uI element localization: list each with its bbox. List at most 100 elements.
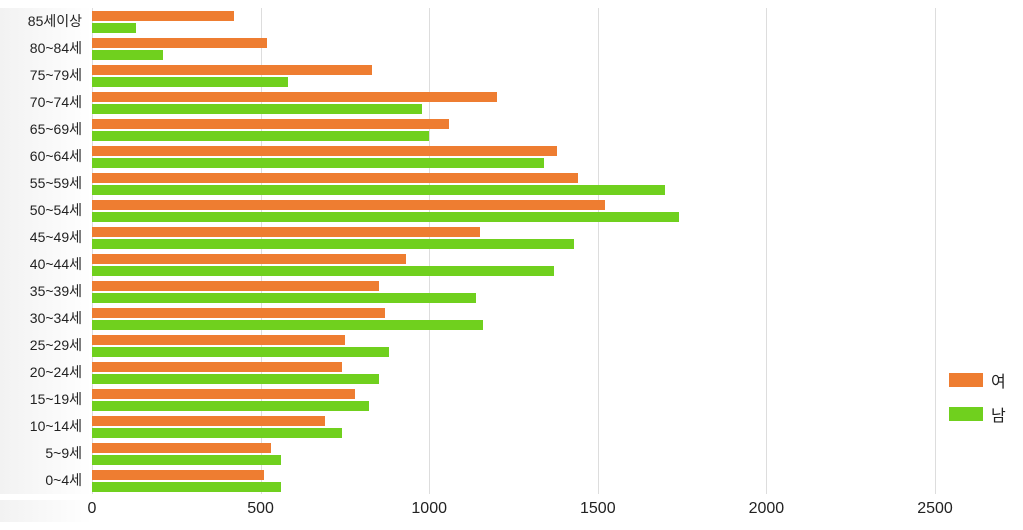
category-row: 65~69세 bbox=[0, 116, 935, 143]
bar-female bbox=[92, 362, 342, 372]
legend-item-male: 남 bbox=[949, 402, 1015, 426]
category-label: 60~64세 bbox=[0, 143, 92, 170]
bars-cell bbox=[92, 143, 935, 170]
category-row: 40~44세 bbox=[0, 251, 935, 278]
x-tick-label: 2000 bbox=[749, 500, 785, 518]
category-label: 85세이상 bbox=[0, 8, 92, 35]
bar-male bbox=[92, 374, 379, 384]
bar-female bbox=[92, 308, 385, 318]
bar-male bbox=[92, 239, 574, 249]
bars-cell bbox=[92, 35, 935, 62]
category-label: 80~84세 bbox=[0, 35, 92, 62]
bars-cell bbox=[92, 278, 935, 305]
bars-cell bbox=[92, 89, 935, 116]
bar-female bbox=[92, 119, 449, 129]
age-distribution-chart: 85세이상80~84세75~79세70~74세65~69세60~64세55~59… bbox=[0, 8, 1015, 522]
x-tick-label: 0 bbox=[88, 500, 97, 518]
bar-male bbox=[92, 482, 281, 492]
bars-cell bbox=[92, 305, 935, 332]
bars-cell bbox=[92, 116, 935, 143]
category-label: 0~4세 bbox=[0, 467, 92, 494]
legend-label-male: 남 bbox=[991, 402, 1006, 426]
bar-male bbox=[92, 50, 163, 60]
chart-main: 85세이상80~84세75~79세70~74세65~69세60~64세55~59… bbox=[0, 8, 935, 522]
category-row: 55~59세 bbox=[0, 170, 935, 197]
x-axis-ticks: 05001000150020002500 bbox=[92, 500, 935, 522]
category-row: 50~54세 bbox=[0, 197, 935, 224]
x-axis: 05001000150020002500 bbox=[0, 500, 935, 522]
category-label: 30~34세 bbox=[0, 305, 92, 332]
bars-cell bbox=[92, 386, 935, 413]
bars-cell bbox=[92, 413, 935, 440]
category-row: 15~19세 bbox=[0, 386, 935, 413]
category-label: 75~79세 bbox=[0, 62, 92, 89]
bar-male bbox=[92, 212, 679, 222]
category-row: 10~14세 bbox=[0, 413, 935, 440]
category-label: 20~24세 bbox=[0, 359, 92, 386]
category-label: 65~69세 bbox=[0, 116, 92, 143]
category-label: 55~59세 bbox=[0, 170, 92, 197]
category-row: 35~39세 bbox=[0, 278, 935, 305]
x-tick-label: 1500 bbox=[580, 500, 616, 518]
bar-male bbox=[92, 320, 483, 330]
bar-male bbox=[92, 347, 389, 357]
bar-female bbox=[92, 65, 372, 75]
bar-male bbox=[92, 77, 288, 87]
bar-female bbox=[92, 200, 605, 210]
bars-cell bbox=[92, 8, 935, 35]
category-row: 5~9세 bbox=[0, 440, 935, 467]
bar-female bbox=[92, 227, 480, 237]
plot-area: 85세이상80~84세75~79세70~74세65~69세60~64세55~59… bbox=[0, 8, 935, 494]
x-tick-label: 500 bbox=[247, 500, 274, 518]
x-tick-label: 1000 bbox=[411, 500, 447, 518]
bar-male bbox=[92, 266, 554, 276]
bar-female bbox=[92, 335, 345, 345]
bars-cell bbox=[92, 197, 935, 224]
category-row: 30~34세 bbox=[0, 305, 935, 332]
legend-label-female: 여 bbox=[991, 368, 1006, 392]
bar-male bbox=[92, 293, 476, 303]
legend: 여 남 bbox=[935, 8, 1015, 436]
bar-female bbox=[92, 470, 264, 480]
bar-female bbox=[92, 11, 234, 21]
x-axis-spacer bbox=[0, 500, 92, 522]
bar-male bbox=[92, 185, 665, 195]
bar-male bbox=[92, 131, 429, 141]
category-label: 45~49세 bbox=[0, 224, 92, 251]
category-label: 15~19세 bbox=[0, 386, 92, 413]
bar-male bbox=[92, 428, 342, 438]
category-row: 85세이상 bbox=[0, 8, 935, 35]
legend-swatch-female bbox=[949, 373, 983, 387]
bars-cell bbox=[92, 359, 935, 386]
bar-male bbox=[92, 401, 369, 411]
bar-male bbox=[92, 23, 136, 33]
category-label: 70~74세 bbox=[0, 89, 92, 116]
bar-male bbox=[92, 455, 281, 465]
bar-female bbox=[92, 281, 379, 291]
category-row: 75~79세 bbox=[0, 62, 935, 89]
x-tick-label: 2500 bbox=[917, 500, 953, 518]
legend-swatch-male bbox=[949, 407, 983, 421]
bars-cell bbox=[92, 170, 935, 197]
bar-male bbox=[92, 158, 544, 168]
category-row: 0~4세 bbox=[0, 467, 935, 494]
category-row: 60~64세 bbox=[0, 143, 935, 170]
bar-female bbox=[92, 416, 325, 426]
bars-cell bbox=[92, 440, 935, 467]
category-row: 70~74세 bbox=[0, 89, 935, 116]
legend-item-female: 여 bbox=[949, 368, 1015, 392]
bar-female bbox=[92, 146, 557, 156]
category-row: 45~49세 bbox=[0, 224, 935, 251]
bar-male bbox=[92, 104, 422, 114]
bar-female bbox=[92, 389, 355, 399]
bar-female bbox=[92, 92, 497, 102]
bar-female bbox=[92, 254, 406, 264]
bars-cell bbox=[92, 224, 935, 251]
bar-female bbox=[92, 38, 267, 48]
category-label: 40~44세 bbox=[0, 251, 92, 278]
bars-cell bbox=[92, 467, 935, 494]
category-label: 5~9세 bbox=[0, 440, 92, 467]
category-label: 35~39세 bbox=[0, 278, 92, 305]
category-row: 25~29세 bbox=[0, 332, 935, 359]
category-label: 50~54세 bbox=[0, 197, 92, 224]
